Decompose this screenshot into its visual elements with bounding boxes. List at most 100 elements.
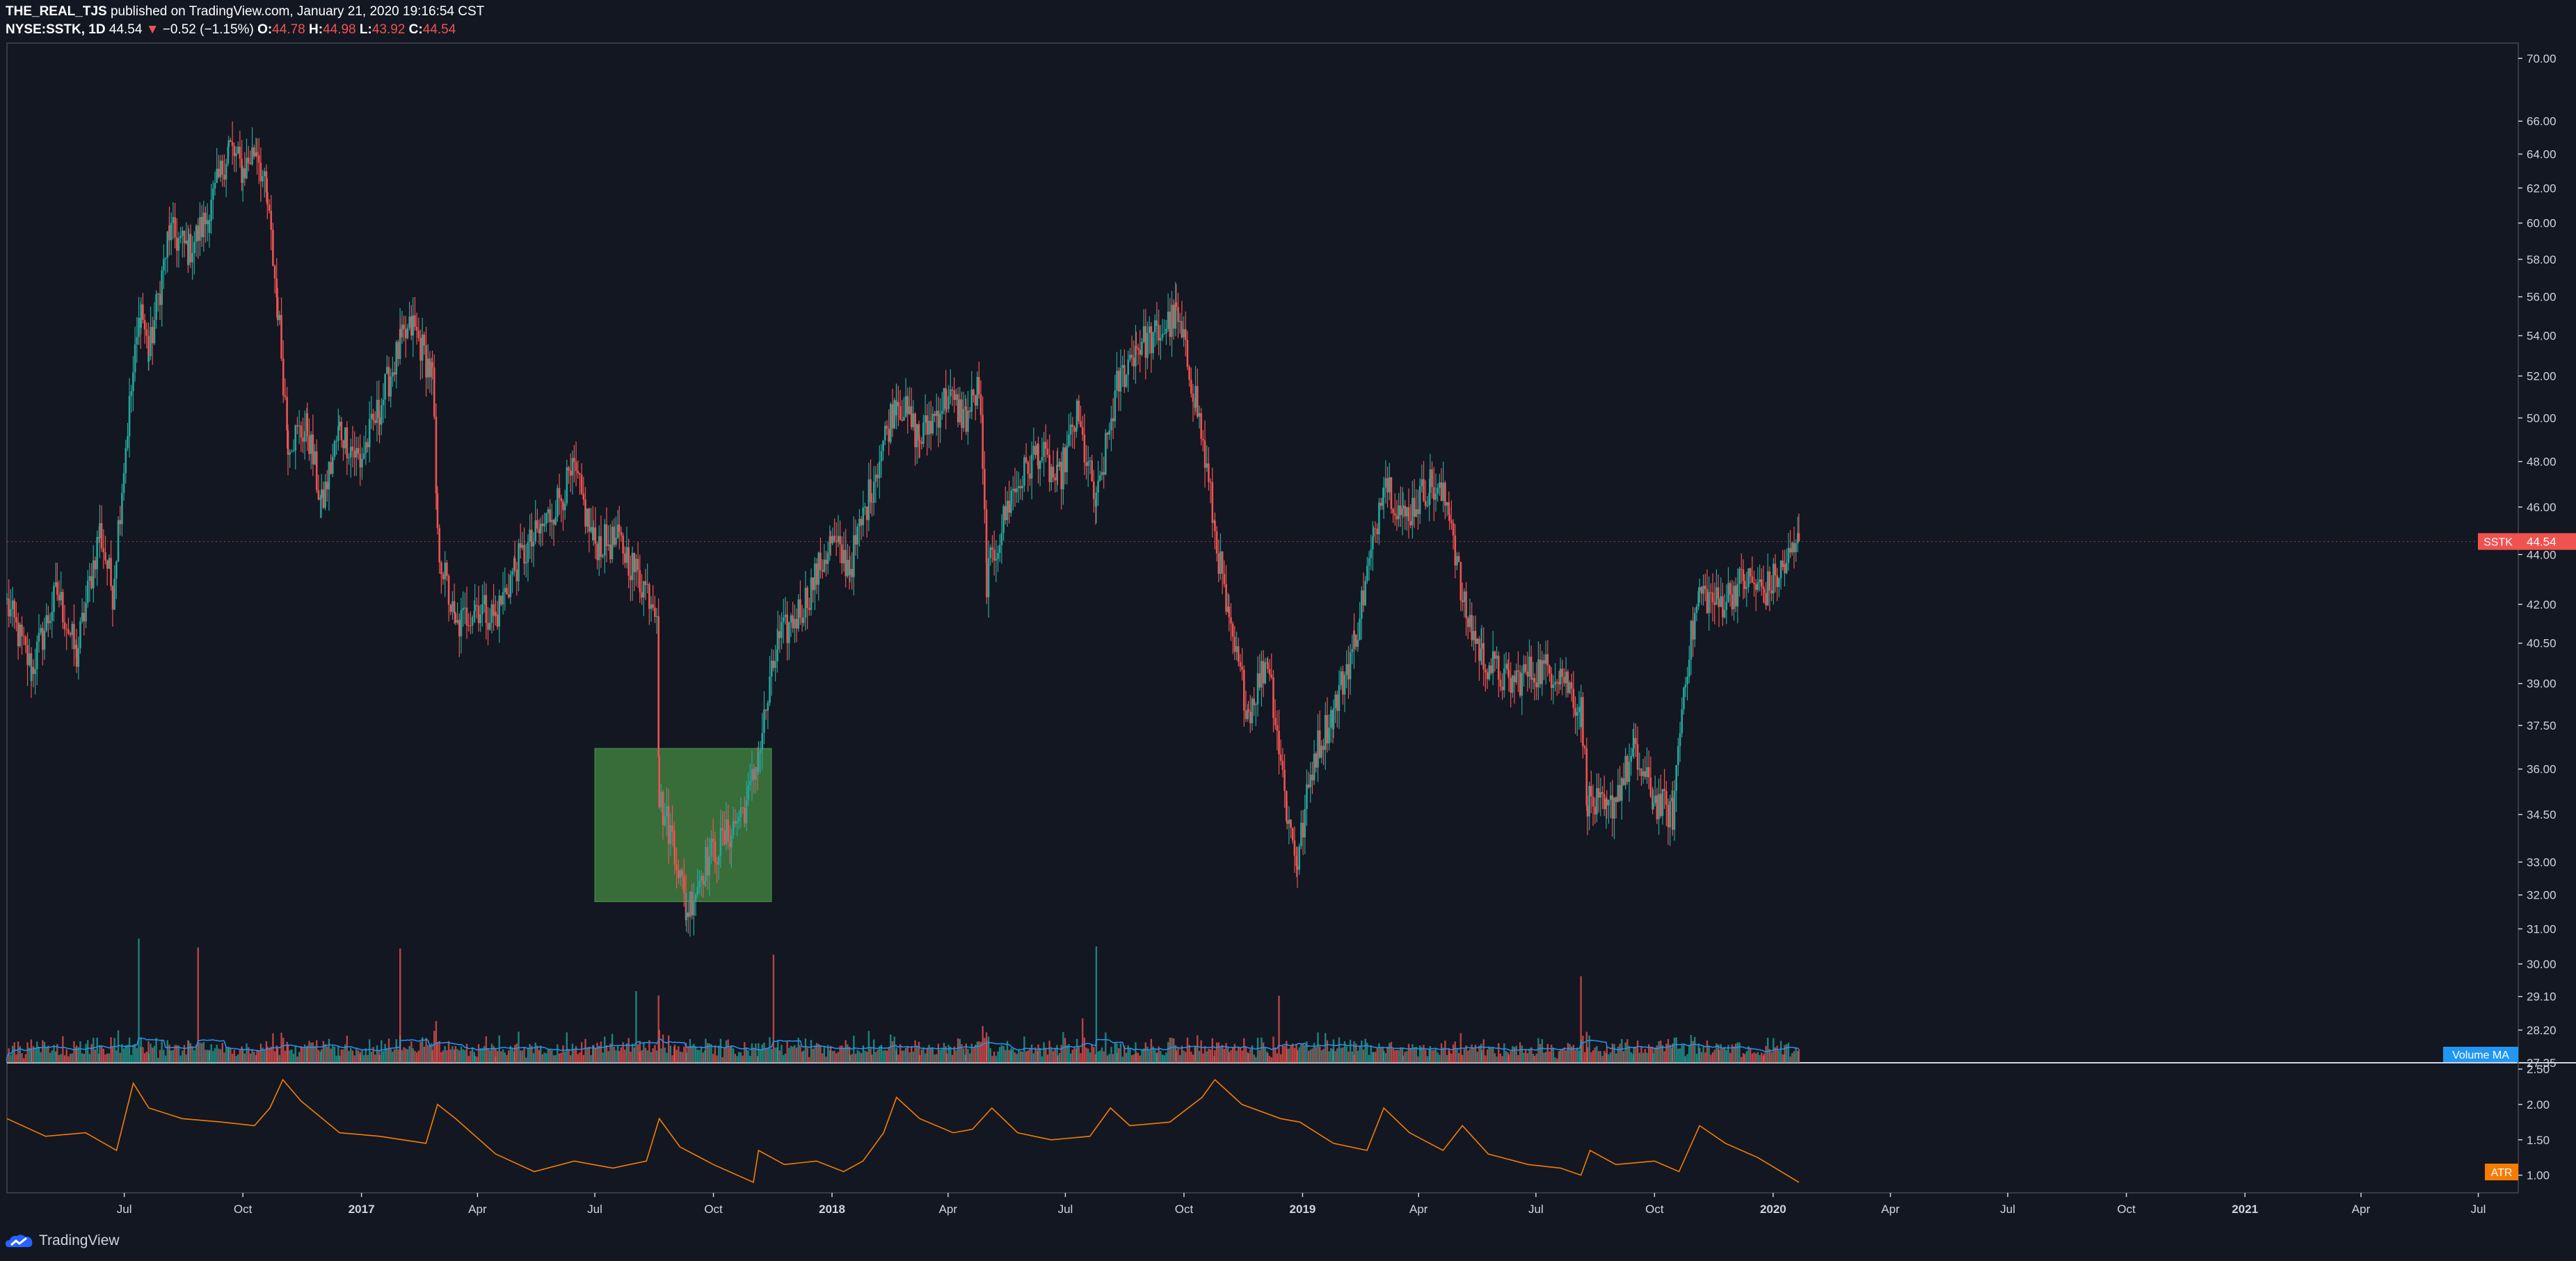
candle-body [1789,547,1791,553]
volume-bar [1578,1050,1581,1063]
candle-body [490,604,493,623]
volume-bar [554,1054,557,1063]
candle-body [1209,481,1212,483]
volume-bar [1179,1055,1181,1063]
volume-bar [847,1044,849,1063]
candle-body [1429,469,1432,493]
candle-body [1473,631,1475,641]
published-text: published on TradingView.com, January 21… [110,4,485,19]
volume-bar [436,1042,439,1063]
volume-bar [1351,1051,1353,1063]
candle-body [256,152,258,156]
candle-body [110,558,112,586]
candle-body [153,319,156,344]
candle-body [573,458,575,463]
volume-bar [1733,1046,1735,1063]
volume-bar [202,1041,205,1063]
volume-bar [1233,1043,1236,1063]
volume-bar [1626,1039,1629,1063]
symbol-label[interactable]: NYSE:SSTK, 1D [6,22,106,37]
candle-body [241,159,243,183]
candle-body [648,584,650,609]
candle-body [351,447,354,451]
candle-body [689,892,691,917]
candle-body [1469,615,1471,627]
volume-bar [1619,1043,1621,1063]
candle-body [387,367,390,397]
candle-body [1456,556,1458,565]
volume-bar [1510,1051,1512,1063]
volume-bar [1286,1049,1288,1063]
volume-bar [673,1044,676,1063]
candle-body [641,592,643,598]
volume-bar [543,1052,545,1063]
logo-text: TradingView [39,1232,120,1248]
candle-body [1272,677,1274,718]
candle-body [870,479,872,502]
candle-body [1590,786,1592,797]
volume-bar [609,1043,611,1063]
volume-bar [630,1052,632,1063]
volume-bar [920,1050,922,1063]
candle-body [476,604,478,606]
open-label: O: [257,22,273,37]
candle-body [1298,846,1301,870]
x-tick-label: 2019 [1290,1203,1316,1216]
volume-bar [227,1047,230,1063]
candle-body [1400,505,1402,515]
candle-body [331,456,334,474]
candle-body [541,523,544,527]
volume-bar [538,1050,541,1063]
volume-bar [1609,1052,1612,1063]
author-name[interactable]: THE_REAL_TJS [6,4,107,19]
candle-body [823,559,826,572]
atr-line [6,1078,1800,1183]
volume-bar [1058,1053,1061,1063]
candle-body [723,830,726,844]
volume-bar [1150,1038,1153,1063]
candle-body [1617,785,1619,802]
volume-bar [926,1047,929,1063]
volume-bar [210,1044,212,1063]
candle-body [1019,485,1022,489]
volume-bar [1677,1048,1679,1063]
volume-bar [152,1047,154,1063]
candle-body [883,426,886,441]
candle-body [471,617,474,626]
volume-bar [471,1047,474,1063]
low-label: L: [359,22,372,37]
volume-bar [328,1038,330,1063]
volume-bar [216,1045,218,1063]
volume-bar [1512,1045,1514,1063]
volume-bar [1012,1048,1014,1063]
candle-body [1095,492,1098,507]
x-tick-label: Oct [1645,1203,1664,1216]
candle-body [1343,675,1346,695]
candle-body [1121,364,1123,368]
candle-body [1382,497,1384,506]
candle-body [602,555,604,557]
volume-bar [936,1054,938,1063]
candle-body [1437,488,1439,494]
candle-body [521,545,524,548]
volume-bar [886,1050,888,1063]
candle-body [1394,513,1396,516]
candle-body [995,559,998,561]
volume-bar [1267,1053,1269,1063]
volume-bar [1569,1044,1571,1063]
candle-body [1064,447,1066,472]
volume-bar [1597,1051,1600,1063]
volume-bar [560,1052,562,1063]
volume-bar [397,1049,399,1063]
volume-bar [1433,1050,1435,1063]
candle-body [914,413,916,447]
candle-body [276,297,279,321]
volume-bar [666,1052,668,1063]
tradingview-logo[interactable]: TradingView [6,1232,120,1249]
candle-body [35,641,38,670]
volume-bar [922,1047,925,1063]
volume-bar [1253,1054,1255,1063]
candle-body [1247,709,1249,712]
volume-bar [233,1050,236,1063]
